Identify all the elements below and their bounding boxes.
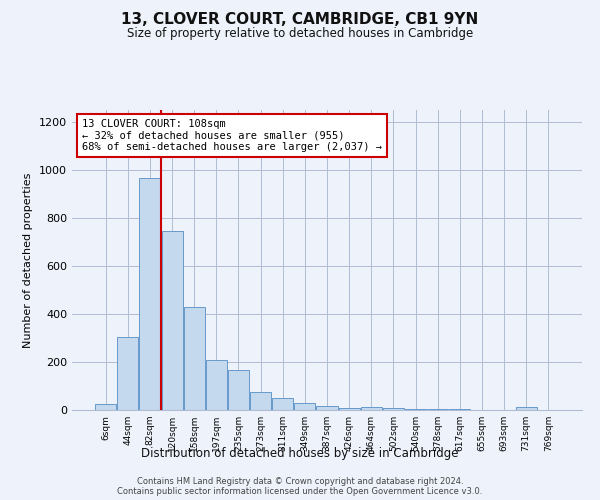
Y-axis label: Number of detached properties: Number of detached properties [23,172,34,348]
Bar [206,360,227,410]
Bar [338,408,359,410]
Bar [184,307,205,410]
Bar [515,407,536,410]
Bar [316,406,338,410]
Bar [361,407,382,410]
Bar [383,408,404,410]
Text: Size of property relative to detached houses in Cambridge: Size of property relative to detached ho… [127,28,473,40]
Bar [228,370,249,410]
Bar [250,392,271,410]
Bar [272,398,293,410]
Bar [427,409,448,410]
Bar [161,231,182,410]
Text: 13, CLOVER COURT, CAMBRIDGE, CB1 9YN: 13, CLOVER COURT, CAMBRIDGE, CB1 9YN [121,12,479,28]
Text: 13 CLOVER COURT: 108sqm
← 32% of detached houses are smaller (955)
68% of semi-d: 13 CLOVER COURT: 108sqm ← 32% of detache… [82,119,382,152]
Bar [118,337,139,410]
Bar [295,403,316,410]
Text: Contains HM Land Registry data © Crown copyright and database right 2024.: Contains HM Land Registry data © Crown c… [137,478,463,486]
Bar [95,404,116,410]
Bar [139,178,160,410]
Bar [405,408,426,410]
Text: Distribution of detached houses by size in Cambridge: Distribution of detached houses by size … [141,448,459,460]
Text: Contains public sector information licensed under the Open Government Licence v3: Contains public sector information licen… [118,488,482,496]
